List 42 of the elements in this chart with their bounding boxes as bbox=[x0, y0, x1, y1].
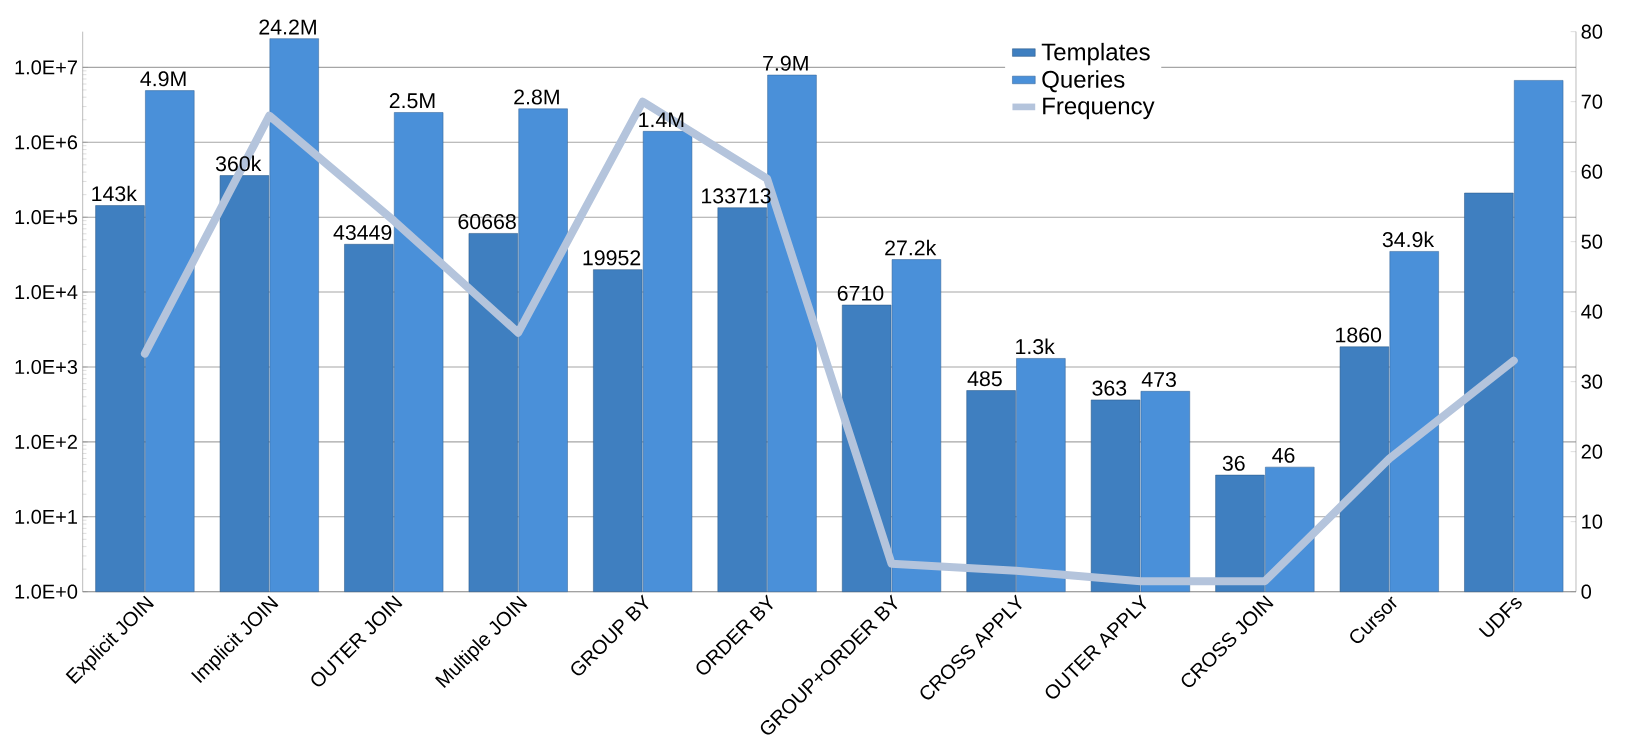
data-label: 19952 bbox=[583, 250, 641, 266]
y2-tick-label: 20 bbox=[1581, 444, 1603, 459]
legend-label: Frequency bbox=[1043, 97, 1155, 120]
y-tick-label: 1.0E+1 bbox=[15, 509, 77, 524]
data-label: 133713 bbox=[702, 188, 771, 204]
data-label: 1.4M bbox=[639, 112, 684, 128]
y-tick-label: 1.0E+6 bbox=[15, 135, 78, 150]
y-tick-label: 1.0E+5 bbox=[15, 210, 78, 225]
y2-tick-label: 60 bbox=[1581, 164, 1603, 179]
data-label: 36 bbox=[1222, 455, 1245, 471]
data-label: 4.9M bbox=[140, 71, 186, 87]
data-label: 473 bbox=[1141, 372, 1176, 388]
y2-tick-label: 80 bbox=[1581, 24, 1603, 39]
data-label: 24.2M bbox=[259, 19, 316, 35]
y2-tick-label: 0 bbox=[1581, 584, 1592, 599]
y-tick-label: 1.0E+0 bbox=[15, 584, 78, 599]
data-label: 43449 bbox=[333, 225, 392, 241]
y2-tick-label: 30 bbox=[1581, 374, 1603, 389]
legend-label: Templates bbox=[1041, 42, 1150, 66]
data-label: 2.5M bbox=[389, 93, 435, 109]
y2-tick-label: 70 bbox=[1581, 94, 1603, 109]
data-label: 360k bbox=[215, 155, 262, 172]
y2-tick-label: 40 bbox=[1581, 304, 1603, 319]
data-label: 34.9k bbox=[1382, 231, 1435, 248]
data-label: 6710 bbox=[837, 285, 884, 301]
data-label: 1860 bbox=[1336, 327, 1382, 343]
data-label: 485 bbox=[967, 371, 1002, 387]
data-label: 27.2k bbox=[885, 239, 937, 256]
data-label: 2.8M bbox=[514, 89, 559, 105]
data-label: 46 bbox=[1272, 447, 1295, 463]
y-tick-label: 1.0E+4 bbox=[15, 285, 78, 300]
y2-tick-label: 50 bbox=[1581, 234, 1603, 249]
legend-label: Queries bbox=[1042, 70, 1125, 93]
data-label: 143k bbox=[92, 185, 137, 202]
y-tick-label: 1.0E+3 bbox=[15, 359, 78, 375]
data-label: 363 bbox=[1092, 380, 1127, 396]
y-tick-label: 1.0E+2 bbox=[15, 434, 77, 450]
y-tick-label: 1.0E+7 bbox=[15, 60, 77, 75]
data-label: 1.3k bbox=[1016, 338, 1055, 355]
data-label: 60668 bbox=[458, 214, 516, 230]
data-label: 7.9M bbox=[763, 55, 808, 71]
y2-tick-label: 10 bbox=[1582, 514, 1603, 529]
